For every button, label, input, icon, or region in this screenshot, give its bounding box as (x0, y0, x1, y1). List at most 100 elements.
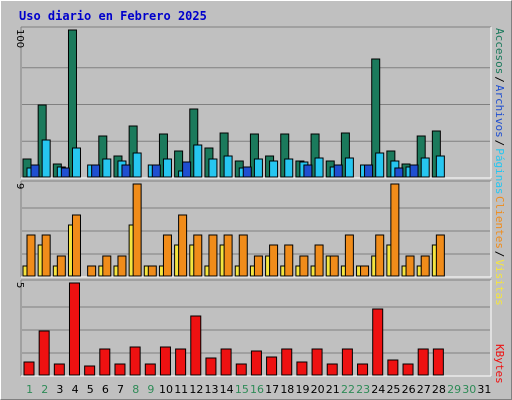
bar-kbytes-17 (266, 356, 278, 376)
bar-clientes-9 (147, 265, 157, 277)
bar-clientes-13 (208, 234, 218, 277)
day-label-21: 21 (326, 383, 340, 396)
bar-clientes-25 (390, 183, 400, 277)
day-label-16: 16 (250, 383, 264, 396)
legend-separator: / (493, 140, 506, 147)
bar-kbytes-10 (159, 346, 171, 376)
bar-clientes-27 (420, 255, 430, 277)
bar-archivos-26 (409, 164, 419, 178)
bar-kbytes-24 (372, 308, 384, 376)
bar-paginas-24 (375, 152, 385, 178)
bar-kbytes-4 (68, 282, 80, 376)
bar-paginas-13 (208, 158, 218, 178)
ymax-label: 5 (14, 282, 25, 288)
day-label-11: 11 (174, 383, 188, 396)
bar-clientes-6 (102, 255, 112, 277)
panel-visitors: 9 (14, 180, 492, 278)
legend-accesos: Accesos (493, 28, 506, 74)
bar-kbytes-8 (129, 346, 141, 376)
ymax-label: 9 (14, 183, 25, 189)
bar-archivos-3 (60, 167, 70, 178)
bar-kbytes-1 (23, 361, 35, 376)
bar-clientes-15 (238, 234, 248, 277)
ymax-label: 100 (14, 29, 25, 48)
bar-kbytes-6 (99, 348, 111, 376)
panel-traffic: 100 (14, 26, 492, 179)
day-label-6: 6 (102, 383, 109, 396)
bar-paginas-4 (71, 147, 81, 178)
day-label-18: 18 (280, 383, 294, 396)
bar-clientes-12 (193, 234, 203, 277)
bar-paginas-2 (41, 139, 51, 178)
legend-clientes: Clientes (493, 196, 506, 249)
bar-archivos-15 (242, 166, 252, 178)
chart-title: Uso diario en Febrero 2025 (19, 9, 207, 23)
bar-clientes-1 (26, 234, 36, 277)
bar-clientes-16 (253, 255, 263, 277)
bar-archivos-11 (182, 161, 192, 178)
bar-archivos-25 (394, 167, 404, 178)
bar-kbytes-13 (205, 357, 217, 376)
day-label-23: 23 (356, 383, 370, 396)
bar-kbytes-23 (357, 363, 369, 376)
bar-kbytes-7 (114, 363, 126, 376)
day-label-30: 30 (462, 383, 476, 396)
bar-clientes-14 (223, 234, 233, 277)
bar-clientes-17 (269, 244, 279, 277)
day-label-13: 13 (205, 383, 219, 396)
bar-kbytes-14 (220, 348, 232, 376)
bar-clientes-21 (329, 255, 339, 277)
bar-clientes-22 (344, 234, 354, 277)
bar-clientes-3 (56, 255, 66, 277)
day-label-9: 9 (147, 383, 154, 396)
bar-paginas-27 (420, 157, 430, 178)
bar-archivos-5 (91, 164, 101, 178)
day-label-25: 25 (386, 383, 400, 396)
day-label-2: 2 (41, 383, 48, 396)
bar-kbytes-20 (311, 348, 323, 376)
bar-clientes-8 (132, 183, 142, 277)
bar-paginas-18 (284, 158, 294, 178)
bar-clientes-4 (71, 214, 81, 277)
bar-clientes-23 (360, 265, 370, 277)
bar-kbytes-27 (417, 348, 429, 376)
bar-kbytes-21 (326, 363, 338, 376)
legend-separator: / (493, 251, 506, 258)
day-label-28: 28 (432, 383, 446, 396)
bar-archivos-7 (121, 164, 131, 178)
bar-paginas-28 (435, 155, 445, 178)
legend-paginas: Páginas (493, 148, 506, 194)
bar-clientes-18 (284, 244, 294, 277)
day-label-14: 14 (220, 383, 234, 396)
bar-kbytes-22 (341, 348, 353, 376)
day-label-22: 22 (341, 383, 355, 396)
bar-clientes-10 (162, 234, 172, 277)
bar-paginas-20 (314, 157, 324, 178)
day-label-10: 10 (159, 383, 173, 396)
day-label-24: 24 (371, 383, 385, 396)
day-label-19: 19 (295, 383, 309, 396)
bar-clientes-11 (178, 214, 188, 277)
bar-paginas-10 (162, 158, 172, 178)
panel-kbytes: 5 (14, 279, 492, 377)
day-label-20: 20 (311, 383, 325, 396)
day-label-17: 17 (265, 383, 279, 396)
day-label-27: 27 (417, 383, 431, 396)
bar-clientes-28 (435, 234, 445, 277)
bar-paginas-6 (102, 158, 112, 178)
bar-clientes-26 (405, 255, 415, 277)
bar-clientes-7 (117, 255, 127, 277)
legend-kbytes: KBytes (493, 344, 506, 384)
bar-kbytes-28 (432, 348, 444, 376)
day-label-12: 12 (189, 383, 203, 396)
bar-paginas-12 (193, 144, 203, 178)
day-label-1: 1 (26, 383, 33, 396)
day-label-8: 8 (132, 383, 139, 396)
bar-kbytes-2 (38, 330, 50, 376)
legend-visitas: Visitas (493, 259, 506, 305)
bar-paginas-22 (344, 157, 354, 178)
day-label-15: 15 (235, 383, 249, 396)
bar-clientes-5 (87, 265, 97, 277)
bar-clientes-24 (375, 234, 385, 277)
bar-kbytes-19 (296, 361, 308, 376)
